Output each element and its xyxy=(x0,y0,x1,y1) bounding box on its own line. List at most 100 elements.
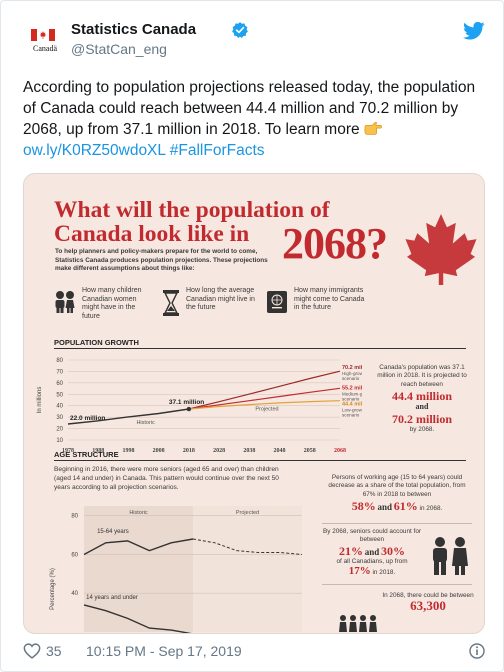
question-immigration-text: How many immigrants might come to Canada… xyxy=(294,287,365,312)
canada-wordmark: Canadä xyxy=(33,44,57,53)
scenario-name-label: scenario xyxy=(342,413,360,418)
fact-divider xyxy=(322,523,472,524)
heart-icon[interactable] xyxy=(23,643,41,659)
working-age-fact: Persons of working age (15 to 64 years) … xyxy=(322,474,472,514)
scenario-name-label: Low-growth xyxy=(342,408,362,413)
account-handle[interactable]: @StatCan_eng xyxy=(71,41,167,57)
scenario-value-label: 70.2 million xyxy=(342,365,362,371)
tweet-header: Canadä Statistics Canada @StatCan_eng xyxy=(23,17,485,65)
x-tick-label: 2018 xyxy=(183,448,195,454)
x-tick-label: 2038 xyxy=(243,448,255,454)
verified-badge-icon xyxy=(232,22,248,38)
x-tick-label: 1988 xyxy=(92,448,104,454)
x-tick-label: 1978 xyxy=(62,448,74,454)
population-growth-heading: POPULATION GROWTH xyxy=(54,338,139,347)
working-age-high: 61% xyxy=(393,499,418,514)
y-tick-label: 20 xyxy=(56,427,63,433)
scenario-name-label: Medium-growth xyxy=(342,391,362,396)
people-group-icon xyxy=(339,615,377,632)
account-name[interactable]: Statistics Canada xyxy=(71,21,197,38)
working-age-text: Persons of working age (15 to 64 years) … xyxy=(328,474,466,498)
info-icon[interactable] xyxy=(469,643,485,659)
population-by-year: by 2068. xyxy=(409,425,435,433)
series-line xyxy=(188,400,341,410)
annotation-historic: Historic xyxy=(129,510,148,516)
y-tick-label: 50 xyxy=(56,392,63,398)
population-and-text: and xyxy=(415,402,429,412)
tweet-timestamp[interactable]: 10:15 PM - Sep 17, 2019 xyxy=(86,643,242,659)
seniors-fact: By 2068, seniors could account for betwe… xyxy=(322,528,422,577)
y-tick-label: 60 xyxy=(71,552,78,558)
twitter-bird-icon[interactable] xyxy=(463,21,485,41)
canada-flag-icon xyxy=(31,29,55,41)
question-children-text: How many children Canadian women might h… xyxy=(82,287,142,320)
series-line xyxy=(83,604,192,633)
seniors-from: 17% xyxy=(348,564,371,577)
y-tick-label: 30 xyxy=(56,415,63,421)
series-line xyxy=(67,408,190,425)
working-age-suffix: in 2068. xyxy=(419,505,443,513)
series-line xyxy=(188,387,341,410)
infographic-title-year: 2068? xyxy=(282,219,388,268)
series-line xyxy=(188,370,341,410)
centenarian-fact: In 2068, there could be between 63,300 xyxy=(382,592,474,614)
x-tick-label: 2068 xyxy=(334,448,346,454)
hourglass-icon xyxy=(163,290,179,316)
age-structure-heading: AGE STRUCTURE xyxy=(54,450,119,459)
x-tick-label: 1998 xyxy=(122,448,134,454)
x-tick-label: 2028 xyxy=(213,448,225,454)
annotation-projected: Projected xyxy=(255,406,278,412)
scenario-value-label: 55.2 million xyxy=(342,385,362,391)
tweet-link[interactable]: ow.ly/K0RZ50wdoXL xyxy=(23,142,166,159)
x-tick-label: 2048 xyxy=(274,448,286,454)
tweet-text: According to population projections rele… xyxy=(23,79,476,138)
population-growth-chart: 10 20 30 40 50 60 70 80 1978 1988 1998 2008 2018 2028… xyxy=(37,358,362,454)
y-tick-label: 40 xyxy=(56,404,63,410)
population-low-value: 44.4 million xyxy=(391,389,452,404)
age-structure-intro: Beginning in 2016, there were more senio… xyxy=(54,466,279,491)
scenario-name-label: scenario xyxy=(342,376,360,381)
maple-leaf-icon xyxy=(405,213,477,285)
fact-divider xyxy=(322,584,472,585)
annotation-start-value: 22.0 million xyxy=(70,415,105,422)
y-axis-label: Percentage (%) xyxy=(50,568,56,610)
centenarian-text: In 2068, there could be between xyxy=(382,592,474,599)
age-structure-chart: 40 60 80 Percentage (%) Historic Projected 15-… xyxy=(50,506,303,633)
seniors-and: and xyxy=(364,546,380,557)
annotation-2018-value: 37.1 million xyxy=(169,399,204,406)
avatar[interactable]: Canadä xyxy=(23,17,67,61)
pointing-right-emoji-icon xyxy=(364,121,382,135)
seniors-text2: of all Canadians, up from xyxy=(336,558,408,566)
y-tick-label: 70 xyxy=(56,369,63,375)
passport-icon xyxy=(267,291,287,313)
population-sidebar: Canada's population was 37.1 million in … xyxy=(372,364,472,434)
y-tick-label: 60 xyxy=(56,381,63,387)
working-age-low: 58% xyxy=(351,499,376,514)
seniors-text: By 2068, seniors could account for betwe… xyxy=(322,528,422,544)
tweet-media-image[interactable]: What will the population of Canada look … xyxy=(23,173,485,634)
scenario-value-label: 44.4 million xyxy=(342,402,362,408)
infographic-intro: To help planners and policy-makers prepa… xyxy=(55,248,268,273)
hashtag-link[interactable]: #FallForFacts xyxy=(169,142,265,159)
section-divider xyxy=(54,348,466,349)
projected-band xyxy=(193,506,302,632)
infographic: What will the population of Canada look … xyxy=(24,174,484,633)
seniors-low: 21% xyxy=(338,543,363,558)
population-high-value: 70.2 million xyxy=(391,411,452,426)
series-label: 15-64 years xyxy=(97,529,129,535)
annotation-projected: Projected xyxy=(236,510,259,516)
children-icon xyxy=(55,291,75,313)
like-count[interactable]: 35 xyxy=(46,643,62,659)
centenarian-value: 63,300 xyxy=(410,598,446,614)
section-divider xyxy=(54,460,466,461)
y-axis-label: In millions xyxy=(37,387,43,414)
seniors-couple-icon xyxy=(433,537,468,575)
tweet-footer: 35 10:15 PM - Sep 17, 2019 xyxy=(23,641,485,663)
series-line xyxy=(83,538,194,556)
question-lifespan-text: How long the average Canadian might live… xyxy=(186,287,255,312)
population-sidebar-text: Canada's population was 37.1 million in … xyxy=(377,364,467,388)
series-label: 14 years and under xyxy=(86,595,138,601)
historic-band xyxy=(84,506,193,632)
y-tick-label: 40 xyxy=(71,591,78,597)
data-point xyxy=(186,406,192,412)
